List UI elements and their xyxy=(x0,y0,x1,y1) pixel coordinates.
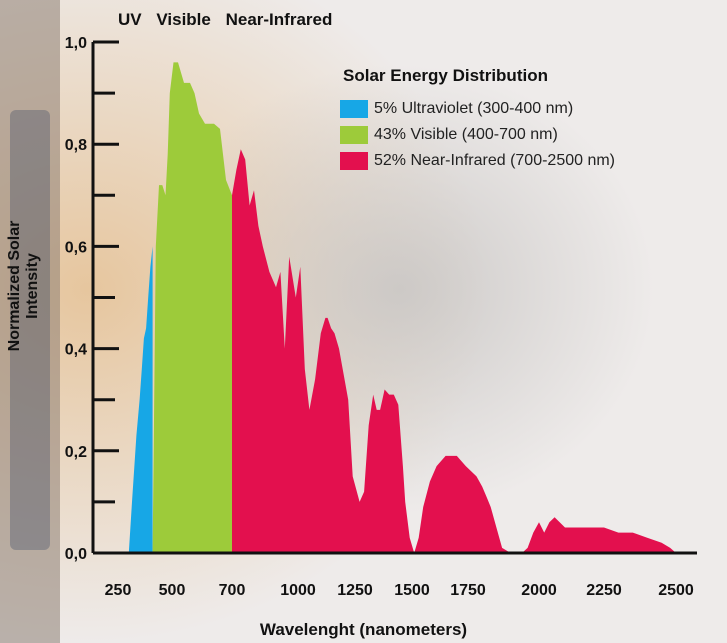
visible-area xyxy=(153,62,232,553)
legend-swatch-near-infrared xyxy=(340,152,368,170)
band-label-uv: UV xyxy=(118,10,142,29)
x-tick-label: 2500 xyxy=(658,582,694,599)
x-tick-label: 1750 xyxy=(450,582,486,599)
x-axis-label: Wavelenght (nanometers) xyxy=(0,620,727,640)
x-tick-label: 2250 xyxy=(586,582,622,599)
ultraviolet-area xyxy=(129,246,153,553)
band-label-visible: Visible xyxy=(156,10,211,29)
legend-item-ultraviolet: 5% Ultraviolet (300-400 nm) xyxy=(340,96,700,122)
band-label-near-infrared: Near-Infrared xyxy=(226,10,333,29)
legend-swatch-ultraviolet xyxy=(340,100,368,118)
legend: Solar Energy Distribution 5% Ultraviolet… xyxy=(340,66,700,174)
legend-swatch-visible xyxy=(340,126,368,144)
legend-item-near-infrared: 52% Near-Infrared (700-2500 nm) xyxy=(340,148,700,174)
legend-label-ultraviolet: 5% Ultraviolet (300-400 nm) xyxy=(374,100,573,118)
x-tick-label: 500 xyxy=(159,582,186,599)
y-tick-label: 1,0 xyxy=(65,35,87,52)
x-tick-label: 700 xyxy=(219,582,246,599)
x-tick-label: 250 xyxy=(105,582,132,599)
x-tick-label: 1250 xyxy=(337,582,373,599)
legend-label-near-infrared: 52% Near-Infrared (700-2500 nm) xyxy=(374,152,615,170)
y-tick-label: 0,8 xyxy=(65,137,87,154)
spectrum-band-labels: UV Visible Near-Infrared xyxy=(118,10,342,30)
y-tick-label: 0,2 xyxy=(65,444,87,461)
y-tick-label: 0,6 xyxy=(65,239,87,256)
y-axis-label: Normalized Solar Intensity xyxy=(6,186,42,386)
legend-item-visible: 43% Visible (400-700 nm) xyxy=(340,122,700,148)
legend-label-visible: 43% Visible (400-700 nm) xyxy=(374,126,558,144)
x-tick-label: 1500 xyxy=(394,582,430,599)
y-tick-label: 0,0 xyxy=(65,546,87,563)
x-tick-label: 1000 xyxy=(280,582,316,599)
x-ticks: 250 500 700 1000 1250 1500 1750 2000 2250 2500 xyxy=(105,582,694,599)
near-infrared-area xyxy=(232,149,676,553)
x-tick-label: 2000 xyxy=(521,582,557,599)
y-tick-label: 0,4 xyxy=(65,342,87,359)
legend-title: Solar Energy Distribution xyxy=(343,66,700,86)
